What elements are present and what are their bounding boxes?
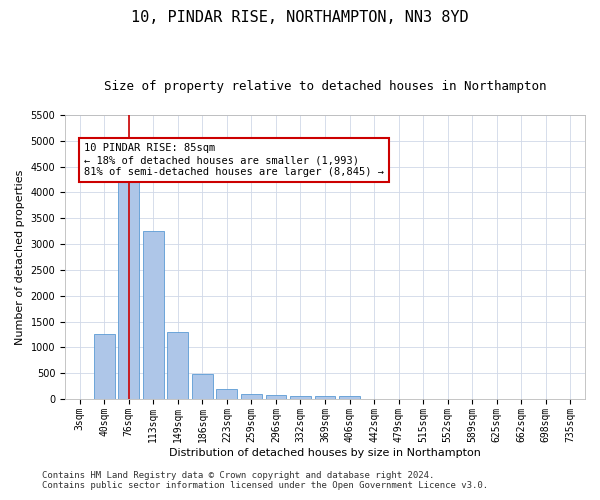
Bar xyxy=(290,396,311,399)
Title: Size of property relative to detached houses in Northampton: Size of property relative to detached ho… xyxy=(104,80,546,93)
Text: 10, PINDAR RISE, NORTHAMPTON, NN3 8YD: 10, PINDAR RISE, NORTHAMPTON, NN3 8YD xyxy=(131,10,469,25)
Text: 10 PINDAR RISE: 85sqm
← 18% of detached houses are smaller (1,993)
81% of semi-d: 10 PINDAR RISE: 85sqm ← 18% of detached … xyxy=(84,144,384,176)
Bar xyxy=(314,396,335,399)
Bar xyxy=(241,394,262,399)
Y-axis label: Number of detached properties: Number of detached properties xyxy=(15,170,25,344)
Bar xyxy=(192,374,213,399)
Bar xyxy=(167,332,188,399)
Bar xyxy=(339,396,360,399)
Text: Contains HM Land Registry data © Crown copyright and database right 2024.
Contai: Contains HM Land Registry data © Crown c… xyxy=(42,470,488,490)
Bar xyxy=(94,334,115,399)
X-axis label: Distribution of detached houses by size in Northampton: Distribution of detached houses by size … xyxy=(169,448,481,458)
Bar xyxy=(143,231,164,399)
Bar xyxy=(266,395,286,399)
Bar xyxy=(217,389,238,399)
Bar xyxy=(118,177,139,399)
